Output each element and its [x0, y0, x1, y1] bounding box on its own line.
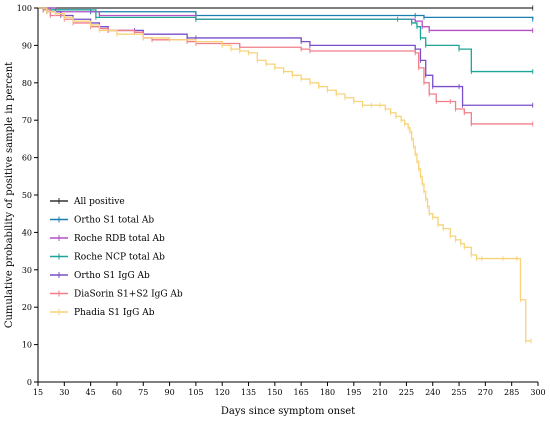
y-tick-label: 90 — [22, 41, 32, 50]
legend-item: Phadia S1 IgG Ab — [50, 308, 155, 318]
y-axis-title: Cumulative probability of positive sampl… — [4, 62, 15, 328]
y-tick-label: 50 — [22, 191, 32, 200]
y-tick-label: 40 — [22, 228, 32, 237]
x-tick-label: 90 — [164, 388, 174, 397]
x-tick-label: 255 — [451, 388, 466, 397]
legend-label: Roche RDB total Ab — [74, 234, 165, 244]
x-axis: 15 30 45 60 75 90 105 120 135 150 165 180 195 210 225 2… — [33, 381, 546, 397]
x-tick-label: 30 — [59, 388, 69, 397]
x-tick-label: 225 — [399, 388, 414, 397]
x-tick-label: 60 — [112, 388, 122, 397]
x-tick-label: 240 — [425, 388, 440, 397]
x-tick-label: 105 — [188, 388, 203, 397]
series-ortho-s1-igg-ab — [38, 7, 534, 108]
x-tick-label: 270 — [478, 388, 493, 397]
series-diasorin-s1-s2-igg-ab — [38, 7, 534, 127]
legend-label: All positive — [73, 197, 125, 207]
legend-label: DiaSorin S1+S2 IgG Ab — [74, 290, 183, 300]
plot-area — [38, 5, 534, 344]
x-tick-label: 150 — [267, 388, 282, 397]
legend-label: Phadia S1 IgG Ab — [74, 308, 155, 318]
y-tick-label: 0 — [27, 378, 32, 387]
x-tick-label: 120 — [215, 388, 230, 397]
x-tick-label: 15 — [33, 388, 43, 397]
legend-label: Ortho S1 total Ab — [74, 216, 154, 226]
x-tick-label: 210 — [372, 388, 387, 397]
y-tick-label: 60 — [22, 154, 32, 163]
y-tick-label: 20 — [22, 303, 32, 312]
y-tick-label: 30 — [22, 266, 32, 275]
legend-item: DiaSorin S1+S2 IgG Ab — [50, 290, 183, 300]
legend: All positive Ortho S1 total Ab Roche RDB t… — [50, 197, 183, 318]
x-tick-label: 300 — [530, 388, 545, 397]
y-tick-label: 70 — [22, 116, 32, 125]
series-line — [38, 7, 533, 125]
legend-item: Roche NCP total Ab — [50, 253, 165, 263]
x-tick-label: 135 — [241, 388, 256, 397]
x-tick-label: 75 — [138, 388, 148, 397]
legend-item: Roche RDB total Ab — [50, 234, 165, 244]
y-tick-label: 10 — [22, 341, 32, 350]
legend-item: All positive — [50, 197, 125, 207]
series-phadia-s1-igg-ab — [38, 7, 532, 344]
x-tick-label: 195 — [346, 388, 361, 397]
series-roche-ncp-total-ab — [38, 7, 534, 75]
legend-label: Roche NCP total Ab — [74, 253, 165, 263]
y-axis: 0 10 20 30 40 50 60 70 80 90 100 — [17, 4, 39, 387]
y-tick-label: 100 — [17, 4, 32, 13]
legend-label: Ortho S1 IgG Ab — [74, 271, 150, 281]
series-all-positive — [38, 5, 534, 11]
y-tick-label: 80 — [22, 79, 32, 88]
legend-item: Ortho S1 IgG Ab — [50, 271, 150, 281]
legend-item: Ortho S1 total Ab — [50, 216, 154, 226]
series-line — [38, 7, 533, 106]
x-axis-title: Days since symptom onset — [221, 406, 355, 417]
x-tick-label: 165 — [294, 388, 309, 397]
x-tick-label: 180 — [320, 388, 335, 397]
x-tick-label: 285 — [504, 388, 519, 397]
x-tick-label: 45 — [86, 388, 96, 397]
